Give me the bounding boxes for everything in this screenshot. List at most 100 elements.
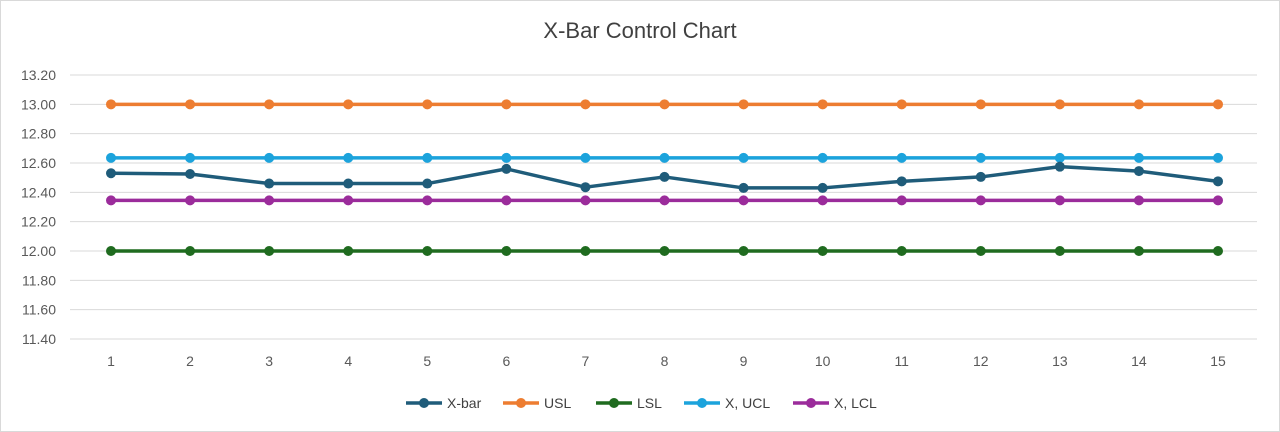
- data-point-lsl: [1054, 246, 1065, 256]
- data-point-usl: [1054, 99, 1065, 110]
- data-point-x-lcl: [580, 195, 591, 206]
- legend-label-x-ucl: X, UCL: [725, 395, 770, 411]
- data-point-x-lcl: [185, 195, 196, 206]
- data-point-usl: [422, 99, 433, 110]
- y-tick-label: 11.60: [22, 302, 56, 318]
- data-point-x-bar: [106, 168, 116, 179]
- legend-marker-x-bar: [419, 398, 429, 408]
- data-point-x-bar: [896, 176, 907, 187]
- data-point-lsl: [106, 246, 116, 256]
- data-point-x-bar: [975, 171, 986, 182]
- data-point-x-lcl: [1213, 195, 1223, 206]
- y-tick-label: 12.80: [21, 126, 56, 142]
- data-point-x-lcl: [659, 195, 670, 206]
- x-tick-label: 6: [502, 353, 510, 369]
- data-point-usl: [817, 99, 828, 110]
- data-point-usl: [343, 99, 354, 110]
- legend-label-x-lcl: X, LCL: [834, 395, 877, 411]
- data-point-usl: [1213, 99, 1223, 110]
- data-point-x-ucl: [422, 152, 433, 163]
- data-point-lsl: [422, 246, 433, 256]
- data-point-usl: [106, 99, 116, 110]
- y-tick-label: 12.40: [21, 184, 56, 200]
- x-tick-label: 5: [423, 353, 431, 369]
- data-point-x-bar: [738, 182, 749, 193]
- data-point-x-ucl: [501, 152, 512, 163]
- y-tick-label: 11.80: [22, 272, 56, 288]
- x-tick-label: 13: [1052, 353, 1068, 369]
- y-tick-label: 12.00: [21, 243, 56, 259]
- data-point-x-lcl: [264, 195, 275, 206]
- data-point-x-ucl: [738, 152, 749, 163]
- data-point-x-bar: [422, 178, 433, 189]
- data-point-x-lcl: [738, 195, 749, 206]
- data-point-x-ucl: [896, 152, 907, 163]
- data-point-x-ucl: [975, 152, 986, 163]
- legend-item-lsl: LSL: [596, 395, 662, 411]
- data-point-usl: [1133, 99, 1144, 110]
- y-tick-label: 13.20: [21, 67, 56, 83]
- data-point-lsl: [1213, 246, 1223, 256]
- data-point-x-lcl: [1054, 195, 1065, 206]
- x-tick-label: 3: [265, 353, 273, 369]
- data-point-x-ucl: [343, 152, 354, 163]
- legend-item-x-ucl: X, UCL: [684, 395, 770, 411]
- data-point-lsl: [343, 246, 354, 256]
- data-point-lsl: [817, 246, 828, 256]
- data-point-x-bar: [185, 169, 196, 179]
- data-point-lsl: [580, 246, 591, 256]
- data-point-x-lcl: [1133, 195, 1144, 206]
- legend-marker-lsl: [609, 398, 619, 408]
- x-tick-label: 10: [815, 353, 831, 369]
- data-point-x-bar: [264, 178, 275, 189]
- data-point-usl: [185, 99, 196, 110]
- data-point-x-bar: [1213, 176, 1223, 187]
- data-point-x-bar: [659, 171, 670, 182]
- y-tick-label: 12.20: [21, 214, 56, 230]
- data-point-x-bar: [501, 163, 512, 174]
- x-tick-label: 15: [1210, 353, 1226, 369]
- data-point-x-bar: [580, 182, 591, 193]
- legend-item-x-lcl: X, LCL: [793, 395, 877, 411]
- legend-item-x-bar: X-bar: [406, 395, 482, 411]
- data-point-x-ucl: [185, 152, 196, 163]
- data-point-x-bar: [1133, 166, 1144, 177]
- legend-marker-usl: [516, 398, 526, 408]
- data-point-x-lcl: [975, 195, 986, 206]
- data-point-x-lcl: [343, 195, 354, 206]
- y-tick-label: 11.40: [22, 331, 56, 347]
- data-point-x-ucl: [264, 152, 275, 163]
- data-point-x-ucl: [659, 152, 670, 163]
- legend-label-usl: USL: [544, 395, 571, 411]
- x-tick-label: 8: [661, 353, 669, 369]
- data-point-x-ucl: [1054, 152, 1065, 163]
- data-point-x-ucl: [1213, 152, 1223, 163]
- data-point-lsl: [896, 246, 907, 256]
- x-tick-label: 11: [894, 353, 909, 369]
- data-point-lsl: [975, 246, 986, 256]
- data-point-x-lcl: [817, 195, 828, 206]
- data-point-lsl: [659, 246, 670, 256]
- data-point-x-bar: [1054, 161, 1065, 172]
- data-point-usl: [896, 99, 907, 110]
- y-tick-label: 13.00: [21, 96, 56, 112]
- data-point-x-lcl: [106, 195, 116, 206]
- x-tick-label: 4: [344, 353, 352, 369]
- data-point-x-ucl: [580, 152, 591, 163]
- legend-label-lsl: LSL: [637, 395, 662, 411]
- data-point-x-ucl: [106, 152, 116, 163]
- x-tick-label: 9: [740, 353, 748, 369]
- data-point-usl: [264, 99, 275, 110]
- data-point-x-lcl: [896, 195, 907, 206]
- chart-title: X-Bar Control Chart: [543, 18, 737, 43]
- data-point-lsl: [264, 246, 275, 256]
- data-point-x-bar: [343, 178, 354, 189]
- y-tick-label: 12.60: [21, 155, 56, 171]
- data-point-usl: [975, 99, 986, 110]
- x-tick-label: 1: [107, 353, 115, 369]
- legend-item-usl: USL: [503, 395, 571, 411]
- data-point-x-lcl: [501, 195, 512, 206]
- x-tick-label: 12: [973, 353, 989, 369]
- data-point-lsl: [1133, 246, 1144, 256]
